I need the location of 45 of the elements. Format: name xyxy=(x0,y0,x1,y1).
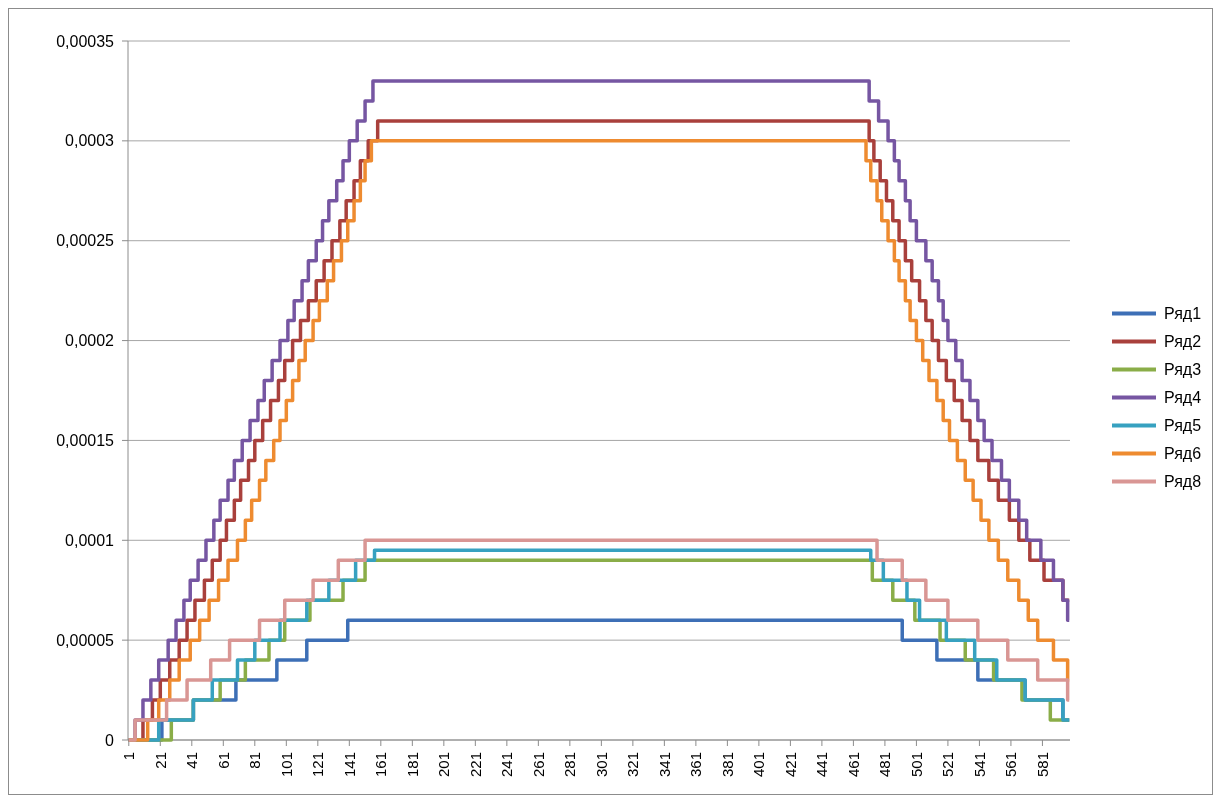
x-tick-label: 61 xyxy=(214,752,232,769)
x-tick-label: 381 xyxy=(718,752,736,778)
legend-label: Ряд1 xyxy=(1164,305,1202,323)
x-tick-label: 341 xyxy=(655,752,673,778)
x-tick-label: 561 xyxy=(1002,752,1020,778)
y-tick-label: 0,00035 xyxy=(56,32,115,50)
x-tick-label: 581 xyxy=(1033,752,1051,778)
legend-label: Ряд4 xyxy=(1164,389,1202,407)
y-tick-label: 0 xyxy=(105,731,115,749)
x-tick-label: 81 xyxy=(246,752,264,769)
x-tick-label: 201 xyxy=(435,752,453,778)
x-tick-label: 521 xyxy=(939,752,957,778)
x-tick-label: 221 xyxy=(466,752,484,778)
x-tick-label: 301 xyxy=(592,752,610,778)
x-tick-label: 541 xyxy=(970,752,988,778)
y-tick-label: 0,00015 xyxy=(56,432,115,450)
y-tick-label: 0,0002 xyxy=(65,332,115,350)
x-tick-label: 501 xyxy=(907,752,925,778)
x-tick-label: 481 xyxy=(876,752,894,778)
x-tick-label: 261 xyxy=(529,752,547,778)
x-tick-label: 421 xyxy=(781,752,799,778)
legend-label: Ряд8 xyxy=(1164,473,1202,491)
x-tick-label: 101 xyxy=(277,752,295,778)
x-tick-label: 441 xyxy=(813,752,831,778)
y-tick-label: 0,00005 xyxy=(56,631,115,649)
x-tick-label: 1 xyxy=(120,752,138,761)
x-tick-label: 161 xyxy=(372,752,390,778)
legend-label: Ряд6 xyxy=(1164,445,1202,463)
legend-label: Ряд2 xyxy=(1164,333,1202,351)
y-tick-label: 0,00025 xyxy=(56,232,115,250)
x-tick-label: 21 xyxy=(151,752,169,769)
y-tick-label: 0,0001 xyxy=(65,531,115,549)
legend-label: Ряд5 xyxy=(1164,417,1202,435)
x-tick-label: 401 xyxy=(750,752,768,778)
x-tick-label: 181 xyxy=(403,752,421,778)
x-tick-label: 141 xyxy=(340,752,358,778)
x-tick-label: 281 xyxy=(561,752,579,778)
legend-label: Ряд3 xyxy=(1164,361,1202,379)
x-tick-label: 121 xyxy=(309,752,327,778)
x-tick-label: 41 xyxy=(183,752,201,769)
x-tick-label: 321 xyxy=(624,752,642,778)
x-tick-label: 461 xyxy=(844,752,862,778)
x-tick-label: 361 xyxy=(687,752,705,778)
y-tick-label: 0,0003 xyxy=(65,132,115,150)
x-tick-label: 241 xyxy=(498,752,516,778)
